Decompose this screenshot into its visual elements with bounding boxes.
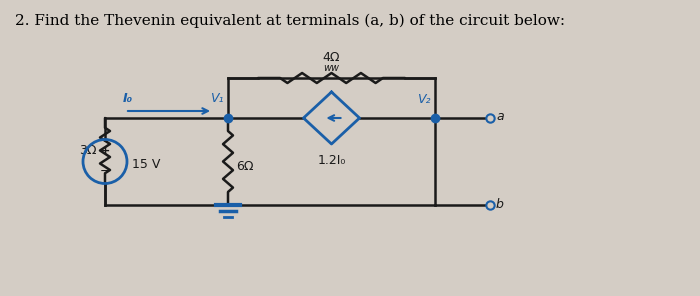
Text: 6Ω: 6Ω: [236, 160, 253, 173]
Text: I₀: I₀: [123, 92, 133, 105]
Text: V₁: V₁: [211, 92, 224, 105]
Text: +: +: [100, 147, 110, 157]
Text: 4Ω: 4Ω: [323, 51, 340, 64]
Text: −: −: [99, 165, 111, 178]
Text: V₂: V₂: [417, 93, 431, 106]
Text: 3Ω: 3Ω: [80, 144, 97, 157]
Text: ww: ww: [323, 63, 340, 73]
Text: b: b: [496, 197, 504, 210]
Text: 15 V: 15 V: [132, 158, 160, 171]
Text: 1.2I₀: 1.2I₀: [317, 154, 346, 167]
Text: 2. Find the Thevenin equivalent at terminals (a, b) of the circuit below:: 2. Find the Thevenin equivalent at termi…: [15, 14, 565, 28]
Text: a: a: [496, 110, 503, 123]
